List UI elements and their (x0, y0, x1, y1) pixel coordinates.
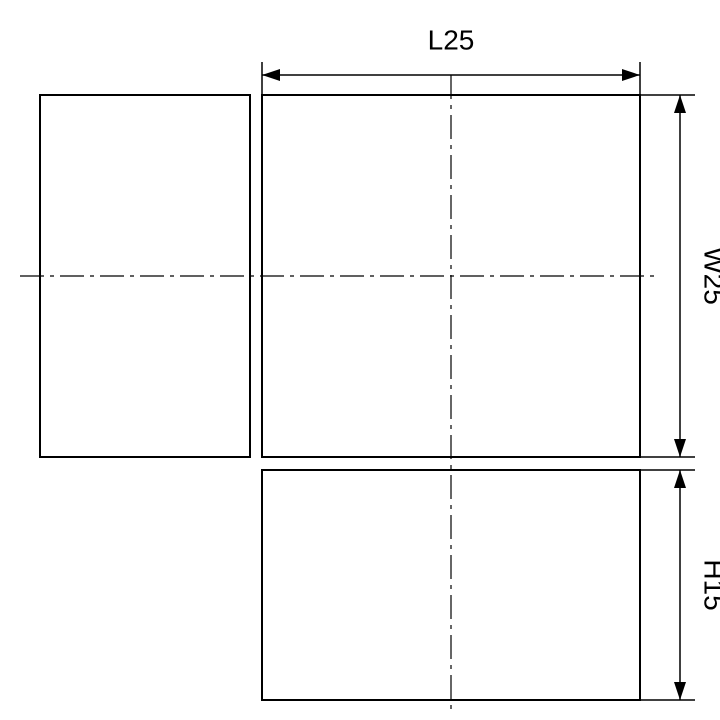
arrowhead-icon (262, 69, 280, 81)
arrowhead-icon (674, 682, 686, 700)
dim-h-label: H15 (699, 559, 720, 610)
arrowhead-icon (674, 95, 686, 113)
arrowhead-icon (674, 470, 686, 488)
arrowhead-icon (622, 69, 640, 81)
dim-l-label: L25 (428, 24, 475, 55)
dim-w-label: W25 (699, 247, 720, 305)
arrowhead-icon (674, 439, 686, 457)
